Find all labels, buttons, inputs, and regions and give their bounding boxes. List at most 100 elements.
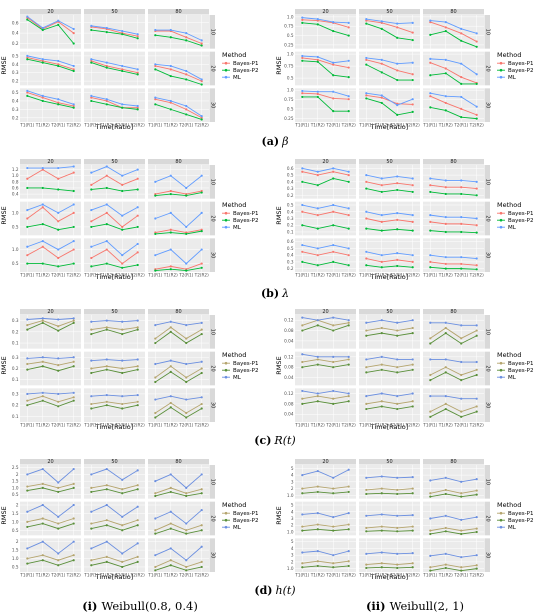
data-point-Bayes-P2: [444, 230, 447, 234]
data-point-ML: [105, 503, 108, 507]
data-point-Bayes-P2: [154, 34, 157, 37]
data-point-ML: [72, 165, 75, 168]
col-strip-bg: [148, 9, 209, 15]
data-point-ML: [26, 15, 29, 18]
x-tick-label: T2(R2): [469, 423, 484, 428]
data-point-ML: [475, 360, 478, 364]
data-point-Bayes-P2: [460, 267, 463, 270]
legend-key-point: [224, 375, 228, 379]
series-line-Bayes-P2: [302, 261, 349, 266]
x-tick-label: T1(R2): [374, 273, 389, 278]
data-point-Bayes-P2: [154, 532, 157, 535]
data-point-ML: [26, 318, 29, 321]
x-tick-label: T2(R2): [194, 573, 209, 578]
data-point-Bayes-P2: [460, 192, 463, 196]
data-point-Bayes-P1: [444, 222, 447, 225]
data-point-Bayes-P1: [460, 566, 463, 569]
data-point-ML: [429, 19, 432, 22]
series-line-Bayes-P2: [366, 406, 413, 410]
data-point-ML: [72, 503, 75, 507]
data-point-Bayes-P2: [26, 328, 29, 331]
y-axis-label: RMSE: [0, 356, 8, 374]
series-line-ML: [366, 57, 413, 65]
data-point-ML: [105, 540, 108, 543]
data-point-Bayes-P1: [169, 326, 172, 329]
data-point-Bayes-P1: [396, 182, 399, 185]
x-tick-label: T1(R1): [422, 573, 437, 578]
data-point-Bayes-P1: [411, 525, 414, 528]
x-tick-label: T2(R1): [325, 123, 340, 128]
series-line-Bayes-P2: [155, 68, 202, 85]
x-tick-label: T1(R2): [310, 123, 325, 128]
data-point-Bayes-P2: [185, 494, 188, 498]
series-line-ML: [91, 504, 138, 518]
y-tick-label: 1.0: [287, 566, 294, 571]
data-point-Bayes-P2: [26, 18, 29, 21]
data-point-Bayes-P1: [26, 485, 29, 488]
data-point-ML: [185, 225, 188, 229]
series-line-Bayes-P1: [27, 169, 74, 180]
row-strip-label: 20: [485, 65, 491, 71]
data-point-ML: [136, 393, 139, 397]
data-point-Bayes-P2: [396, 566, 399, 570]
data-point-ML: [121, 103, 124, 106]
data-point-ML: [105, 467, 108, 471]
data-point-Bayes-P1: [332, 324, 335, 327]
data-point-ML: [185, 104, 188, 108]
series-line-Bayes-P1: [155, 559, 202, 568]
series-line-Bayes-P2: [91, 62, 138, 75]
x-tick-label: T2(R2): [341, 123, 356, 128]
y-tick-label: 0.5: [12, 90, 19, 95]
series-line-Bayes-P2: [302, 528, 349, 532]
x-tick-label: T1(R2): [438, 123, 453, 128]
series-line-Bayes-P1: [302, 251, 349, 256]
x-tick-label: T2(R2): [66, 423, 81, 428]
data-point-Bayes-P1: [72, 482, 75, 485]
data-point-Bayes-P1: [347, 174, 350, 177]
y-tick-label: 0.25: [284, 42, 294, 47]
series-line-Bayes-P1: [27, 361, 74, 366]
series-line-Bayes-P2: [430, 332, 477, 345]
legend-label: Bayes-P1: [233, 211, 258, 217]
legend-label: Bayes-P1: [233, 361, 258, 367]
data-point-ML: [347, 319, 350, 322]
data-point-Bayes-P2: [332, 566, 335, 569]
y-tick-label: 0.6: [12, 20, 19, 25]
x-tick-label: T2(R1): [453, 573, 468, 578]
y-tick-label: 0.5: [287, 246, 294, 251]
col-strip-bg: [359, 309, 420, 315]
data-point-Bayes-P2: [121, 33, 124, 36]
data-point-ML: [396, 358, 399, 361]
y-tick-label: 0.3: [12, 355, 19, 360]
data-point-Bayes-P2: [380, 101, 383, 105]
data-point-Bayes-P1: [411, 260, 414, 263]
col-strip-label: 80: [450, 9, 456, 15]
series-line-Bayes-P1: [155, 402, 202, 414]
data-point-ML: [200, 78, 203, 81]
x-tick-label: T2(R1): [178, 123, 193, 128]
data-point-Bayes-P2: [444, 492, 447, 496]
series-line-ML: [27, 203, 74, 214]
data-point-Bayes-P1: [41, 319, 44, 322]
series-line-ML: [302, 244, 349, 249]
series-line-ML: [302, 469, 349, 479]
y-tick-label: 1.0: [12, 485, 19, 490]
data-point-ML: [460, 62, 463, 65]
x-tick-label: T2(R1): [50, 423, 65, 428]
data-point-Bayes-P2: [169, 268, 172, 271]
legend-label: ML: [508, 225, 517, 231]
data-point-Bayes-P1: [411, 562, 414, 565]
data-point-Bayes-P1: [429, 184, 432, 187]
data-point-Bayes-P2: [475, 410, 478, 413]
data-point-ML: [411, 21, 414, 24]
data-point-Bayes-P2: [347, 227, 350, 230]
data-point-ML: [26, 392, 29, 396]
data-point-Bayes-P2: [26, 404, 29, 407]
row-strip-label: 30: [209, 252, 215, 258]
col-strip-bg: [295, 459, 356, 465]
data-point-Bayes-P2: [460, 569, 463, 572]
data-point-Bayes-P1: [429, 95, 432, 98]
col-strip-label: 50: [386, 159, 392, 165]
x-tick-label: T1(R1): [422, 423, 437, 428]
row-strip-bg: [209, 388, 215, 422]
